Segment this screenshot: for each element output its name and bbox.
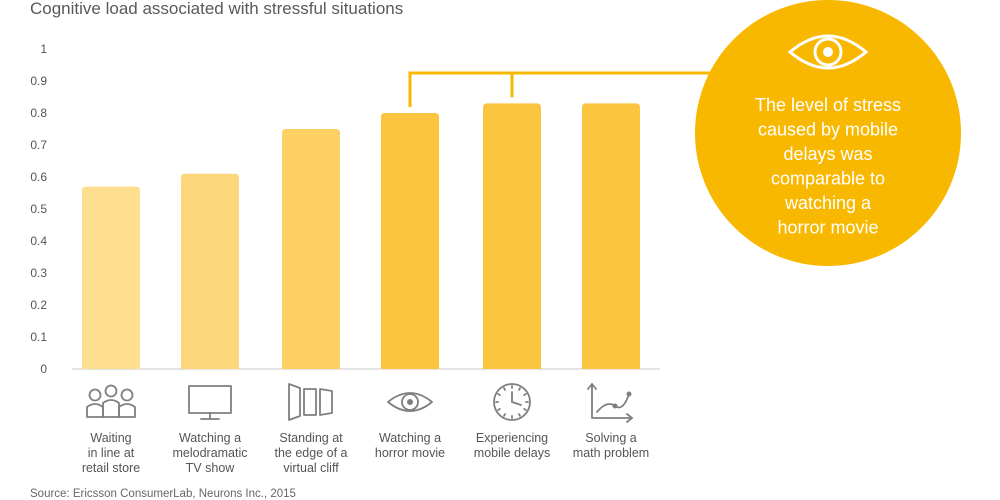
category-label: mobile delays — [474, 446, 550, 460]
category-label: horror movie — [375, 446, 445, 460]
callout-circle — [695, 0, 961, 266]
category-label: Watching a — [179, 431, 241, 445]
chart-title: Cognitive load associated with stressful… — [30, 0, 403, 18]
category-label: Standing at — [279, 431, 343, 445]
y-axis: 0 0.1 0.2 0.3 0.4 0.5 0.6 0.7 0.8 0.9 1 — [30, 42, 47, 376]
category-label: Solving a — [585, 431, 636, 445]
callout-line: caused by mobile — [758, 120, 898, 140]
y-tick-label: 0.5 — [30, 202, 47, 216]
y-tick-label: 0.1 — [30, 330, 47, 344]
callout-line: horror movie — [777, 218, 878, 238]
y-tick-label: 0.7 — [30, 138, 47, 152]
people-icon — [86, 384, 136, 418]
bracket-line — [408, 71, 712, 107]
callout-bubble: The level of stress caused by mobile delay… — [695, 0, 961, 266]
category-label: virtual cliff — [283, 461, 339, 475]
graph-icon — [587, 383, 633, 423]
category-label: in line at — [88, 446, 135, 460]
cliff-panels-icon — [288, 383, 333, 421]
callout-line: delays was — [783, 144, 872, 164]
category-label: melodramatic — [172, 446, 247, 460]
y-tick-label: 0.8 — [30, 106, 47, 120]
y-tick-label: 0 — [40, 362, 47, 376]
bar — [282, 129, 340, 369]
category-label: the edge of a — [275, 446, 348, 460]
category-icons — [86, 383, 633, 423]
callout-text: The level of stress caused by mobile delay… — [755, 95, 901, 238]
bar — [582, 103, 640, 370]
callout-line: The level of stress — [755, 95, 901, 115]
y-tick-label: 0.2 — [30, 298, 47, 312]
bar — [483, 103, 541, 370]
callout-line: comparable to — [771, 169, 885, 189]
category-label: Waiting — [90, 431, 131, 445]
category-label: retail store — [82, 461, 140, 475]
y-tick-label: 0.4 — [30, 234, 47, 248]
bar — [381, 113, 439, 369]
bar — [181, 173, 239, 369]
y-tick-label: 0.3 — [30, 266, 47, 280]
clock-icon — [493, 383, 531, 421]
y-tick-label: 1 — [40, 42, 47, 56]
y-tick-label: 0.6 — [30, 170, 47, 184]
callout-bracket — [408, 71, 712, 107]
source-note: Source: Ericsson ConsumerLab, Neurons In… — [30, 488, 296, 500]
bars — [82, 103, 640, 370]
y-tick-label: 0.9 — [30, 74, 47, 88]
tv-icon — [188, 385, 232, 420]
category-label: Watching a — [379, 431, 441, 445]
callout-line: watching a — [784, 193, 872, 213]
category-label: Experiencing — [476, 431, 548, 445]
bar — [82, 186, 140, 369]
eye-icon — [387, 392, 433, 412]
category-label: TV show — [186, 461, 236, 475]
eye-icon — [787, 34, 869, 70]
category-label: math problem — [573, 446, 649, 460]
